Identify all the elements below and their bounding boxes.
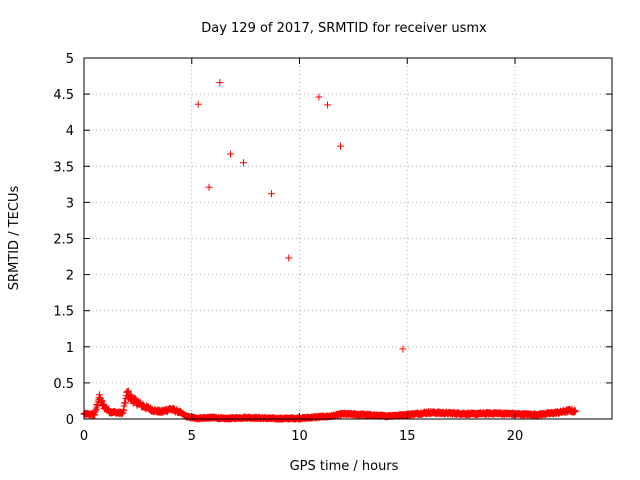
outlier-point — [324, 101, 332, 109]
x-tick-label: 10 — [291, 429, 308, 444]
outlier-point — [239, 159, 247, 167]
outlier-point — [267, 190, 275, 198]
outlier-point — [216, 79, 224, 87]
y-tick-label: 2 — [66, 269, 74, 284]
x-tick-label: 0 — [80, 429, 88, 444]
y-tick-label: 4 — [66, 124, 74, 139]
outlier-point — [227, 150, 235, 158]
x-tick-label: 20 — [507, 429, 524, 444]
y-tick-label: 0.5 — [53, 377, 74, 392]
x-tick-label: 5 — [188, 429, 196, 444]
outlier-point — [194, 100, 202, 108]
y-tick-label: 1.5 — [53, 305, 74, 320]
y-tick-label: 0 — [66, 413, 74, 428]
x-axis-label: GPS time / hours — [290, 459, 399, 474]
baseline-point — [124, 387, 132, 395]
outlier-point — [205, 183, 213, 191]
y-tick-label: 3.5 — [53, 160, 74, 175]
baseline-point — [571, 407, 579, 415]
y-tick-label: 2.5 — [53, 233, 74, 248]
y-tick-label: 1 — [66, 341, 74, 356]
chart-title: Day 129 of 2017, SRMTID for receiver usm… — [201, 21, 487, 36]
grid-lines — [83, 57, 612, 420]
y-tick-label: 3 — [66, 196, 74, 211]
y-tick-label: 4.5 — [53, 88, 74, 103]
outlier-point — [336, 142, 344, 150]
x-tick-label: 15 — [399, 429, 416, 444]
y-axis-label: SRMTID / TECUs — [7, 186, 22, 291]
data-points — [80, 79, 579, 423]
y-tick-label: 5 — [66, 52, 74, 67]
outlier-point — [285, 254, 293, 262]
outlier-point — [399, 345, 407, 353]
outlier-point — [315, 93, 323, 101]
axis-ticks — [83, 57, 612, 420]
